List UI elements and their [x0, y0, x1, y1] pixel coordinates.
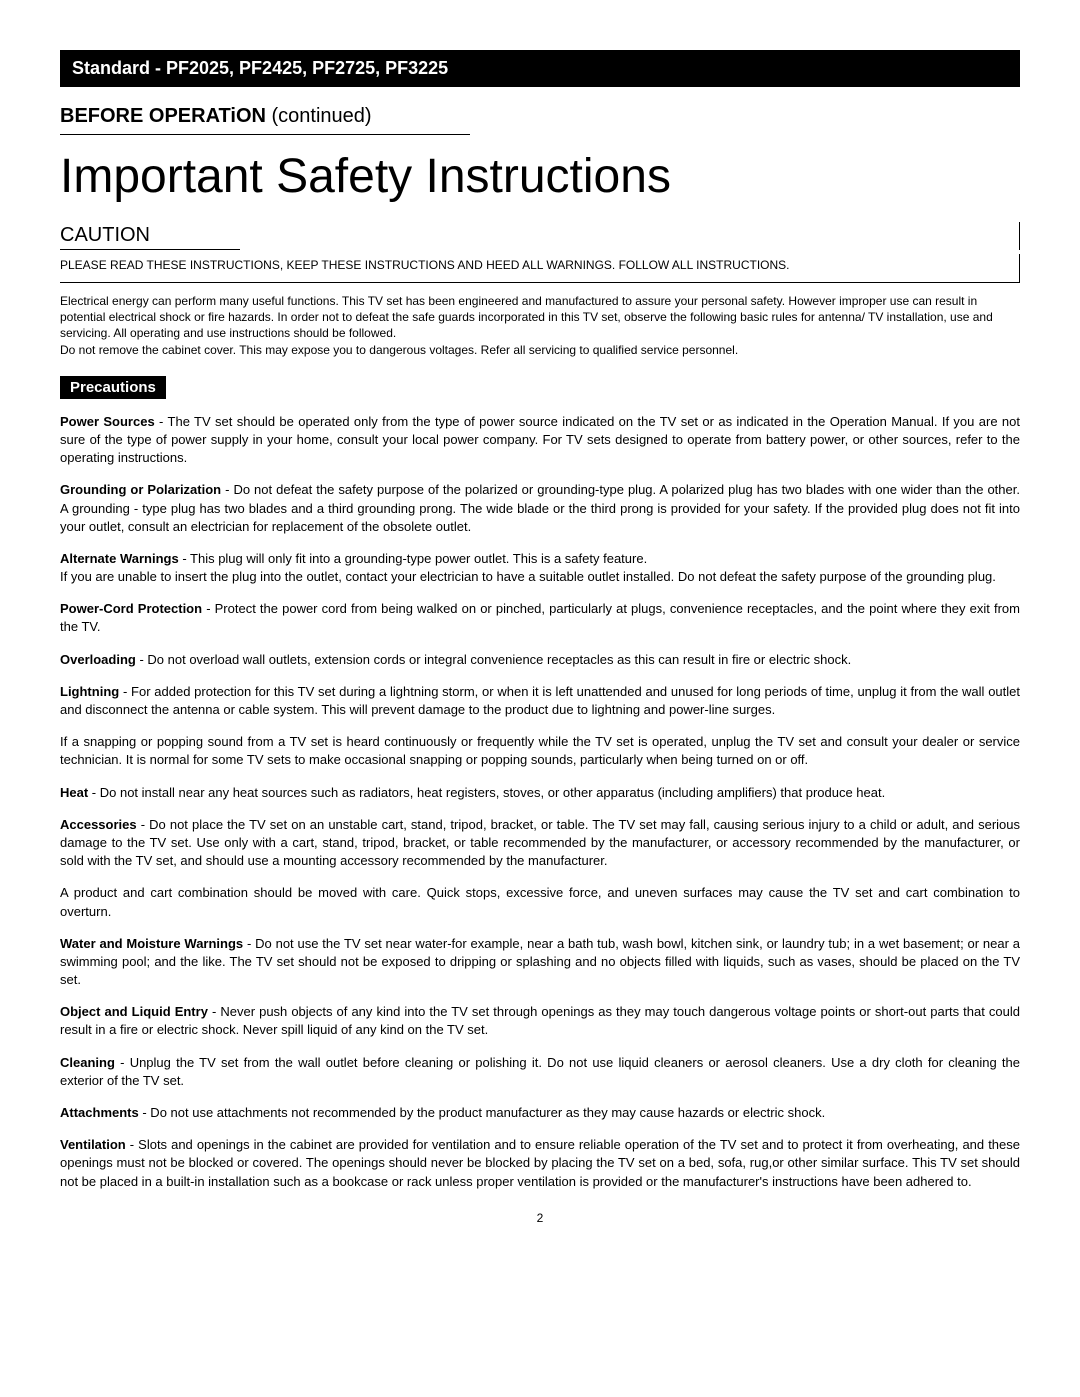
precautions-list: Power Sources - The TV set should be ope… [60, 413, 1020, 1191]
precaution-lead: Attachments [60, 1105, 139, 1120]
precaution-lead: Lightning [60, 684, 119, 699]
precaution-lead: Power Sources [60, 414, 155, 429]
precaution-item: Attachments - Do not use attachments not… [60, 1104, 1020, 1122]
precaution-lead: Cleaning [60, 1055, 115, 1070]
section-heading: BEFORE OPERATiON (continued) [60, 105, 470, 135]
precaution-item: Ventilation - Slots and openings in the … [60, 1136, 1020, 1191]
caution-row: CAUTION [60, 222, 1020, 250]
precaution-item: Power Sources - The TV set should be ope… [60, 413, 1020, 468]
precaution-body: - Slots and openings in the cabinet are … [60, 1137, 1020, 1188]
precaution-body: - Unplug the TV set from the wall outlet… [60, 1055, 1020, 1088]
precaution-body: - Do not use attachments not recommended… [139, 1105, 825, 1120]
precaution-lead: Object and Liquid Entry [60, 1004, 208, 1019]
precaution-body: - For added protection for this TV set d… [60, 684, 1020, 717]
precaution-body: - This plug will only fit into a groundi… [60, 551, 996, 584]
document-page: Standard - PF2025, PF2425, PF2725, PF322… [0, 0, 1080, 1265]
precaution-body: A product and cart combination should be… [60, 885, 1020, 918]
precaution-lead: Heat [60, 785, 88, 800]
precaution-item: Object and Liquid Entry - Never push obj… [60, 1003, 1020, 1039]
main-title: Important Safety Instructions [60, 149, 1020, 204]
precaution-item: A product and cart combination should be… [60, 884, 1020, 920]
precaution-item: Heat - Do not install near any heat sour… [60, 784, 1020, 802]
precaution-body: - Protect the power cord from being walk… [60, 601, 1020, 634]
section-heading-rest: (continued) [266, 105, 372, 127]
precaution-body: - The TV set should be operated only fro… [60, 414, 1020, 465]
page-number: 2 [60, 1211, 1020, 1225]
precaution-lead: Water and Moisture Warnings [60, 936, 243, 951]
section-heading-bold: BEFORE OPERATiON [60, 105, 266, 127]
precaution-lead: Power-Cord Protection [60, 601, 202, 616]
precaution-lead: Accessories [60, 817, 137, 832]
precaution-body: If a snapping or popping sound from a TV… [60, 734, 1020, 767]
precaution-item: If a snapping or popping sound from a TV… [60, 733, 1020, 769]
precaution-lead: Alternate Warnings [60, 551, 179, 566]
precaution-item: Lightning - For added protection for thi… [60, 683, 1020, 719]
precaution-body: - Do not place the TV set on an unstable… [60, 817, 1020, 868]
caution-right-border [240, 222, 1020, 250]
intro-text: Electrical energy can perform many usefu… [60, 293, 1020, 358]
precaution-item: Power-Cord Protection - Protect the powe… [60, 600, 1020, 636]
precaution-item: Water and Moisture Warnings - Do not use… [60, 935, 1020, 990]
precaution-lead: Ventilation [60, 1137, 126, 1152]
precaution-item: Overloading - Do not overload wall outle… [60, 651, 1020, 669]
caution-label: CAUTION [60, 224, 240, 250]
precaution-item: Cleaning - Unplug the TV set from the wa… [60, 1054, 1020, 1090]
caution-box: PLEASE READ THESE INSTRUCTIONS, KEEP THE… [60, 254, 1020, 283]
precaution-lead: Grounding or Polarization [60, 482, 221, 497]
model-header-bar: Standard - PF2025, PF2425, PF2725, PF322… [60, 50, 1020, 87]
precaution-item: Alternate Warnings - This plug will only… [60, 550, 1020, 586]
precaution-item: Accessories - Do not place the TV set on… [60, 816, 1020, 871]
precaution-item: Grounding or Polarization - Do not defea… [60, 481, 1020, 536]
precaution-lead: Overloading [60, 652, 136, 667]
precaution-body: - Do not overload wall outlets, extensio… [136, 652, 851, 667]
precaution-body: - Do not install near any heat sources s… [88, 785, 885, 800]
precautions-badge: Precautions [60, 376, 166, 399]
